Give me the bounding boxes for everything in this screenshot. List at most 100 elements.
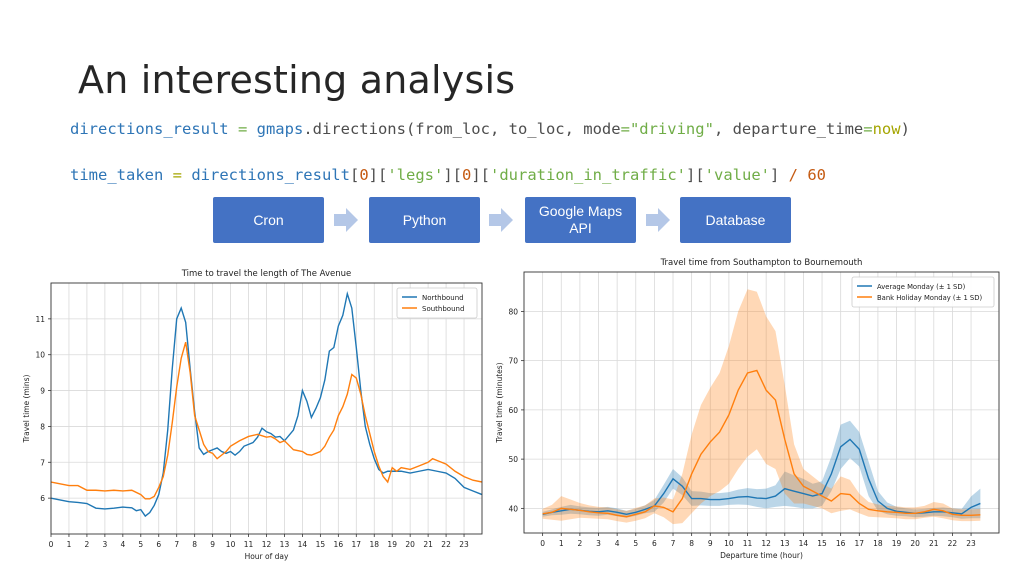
plot-area (51, 290, 482, 518)
y-axis-label: Travel time (mins) (22, 374, 31, 443)
x-tick-label: 3 (102, 540, 107, 549)
x-tick-label: 1 (559, 539, 564, 548)
code-token: directions_result (70, 120, 229, 138)
x-tick-label: 13 (280, 540, 290, 549)
x-tick-label: 16 (334, 540, 344, 549)
chart-legend: Northbound Southbound (396, 287, 478, 319)
chart-title: Travel time from Southampton to Bournemo… (660, 258, 863, 268)
legend-label: Southbound (422, 305, 464, 313)
x-tick-label: 0 (540, 539, 545, 548)
x-tick-label: 19 (387, 540, 397, 549)
arrow-right-icon (334, 208, 358, 232)
x-tick-label: 11 (244, 540, 254, 549)
code-token: ) (900, 120, 910, 138)
x-tick-label: 21 (423, 540, 433, 549)
x-tick-label: 1 (67, 540, 72, 549)
x-tick-label: 17 (352, 540, 362, 549)
x-tick-label: 20 (405, 540, 415, 549)
code-token: = (228, 120, 257, 138)
x-tick-label: 6 (652, 539, 657, 548)
series-line (542, 438, 981, 516)
x-tick-label: 22 (948, 539, 958, 548)
x-tick-label: 4 (615, 539, 620, 548)
legend-label: Northbound (422, 294, 464, 302)
code-line-time-taken: time_taken = directions_result[0]['legs'… (70, 166, 826, 184)
x-tick-label: 19 (892, 539, 902, 548)
series-line (542, 369, 981, 518)
chart-title: Time to travel the length of The Avenue (181, 269, 352, 279)
code-token: gmaps (256, 120, 304, 138)
code-token: = (163, 166, 192, 184)
flow-box-python: Python (369, 197, 480, 243)
sd-band (542, 420, 981, 519)
legend-box (396, 287, 478, 319)
code-token: ][ (443, 166, 462, 184)
x-tick-label: 16 (836, 539, 846, 548)
x-tick-label: 11 (743, 539, 753, 548)
x-tick-label: 8 (689, 539, 694, 548)
x-tick-label: 2 (85, 540, 90, 549)
flow-box-cron: Cron (213, 197, 324, 243)
y-tick-label: 80 (508, 307, 518, 316)
x-tick-label: 2 (577, 539, 582, 548)
y-tick-label: 10 (35, 351, 45, 360)
code-token: , departure_time (713, 120, 864, 138)
sd-band (542, 289, 981, 525)
plot-frame (523, 271, 1000, 534)
code-token: directions_result (191, 166, 350, 184)
plot-frame (50, 282, 483, 535)
x-tick-label: 20 (910, 539, 920, 548)
y-tick-label: 7 (40, 458, 45, 467)
code-line-directions: directions_result = gmaps.directions(fro… (70, 120, 910, 138)
flow-box-database: Database (680, 197, 791, 243)
x-axis-label: Departure time (hour) (720, 551, 803, 560)
x-tick-label: 12 (262, 540, 272, 549)
code-token: = (863, 120, 873, 138)
code-token: 0 (359, 166, 369, 184)
x-tick-label: 7 (671, 539, 676, 548)
code-token: / (779, 166, 808, 184)
x-tick-label: 5 (138, 540, 143, 549)
x-tick-label: 15 (316, 540, 326, 549)
x-tick-label: 21 (929, 539, 939, 548)
x-tick-label: 17 (855, 539, 865, 548)
x-tick-label: 3 (596, 539, 601, 548)
code-token: 'legs' (387, 166, 444, 184)
arrow-right-icon (646, 208, 670, 232)
flow-box-google-maps-api: Google Maps API (525, 197, 636, 243)
code-token: 'duration_in_traffic' (490, 166, 686, 184)
x-tick-label: 10 (226, 540, 236, 549)
code-token: ] (769, 166, 780, 184)
y-tick-label: 40 (508, 504, 518, 513)
x-tick-label: 8 (192, 540, 197, 549)
x-tick-label: 13 (780, 539, 790, 548)
slide-title: An interesting analysis (78, 58, 516, 102)
y-tick-label: 9 (40, 387, 45, 396)
chart-legend: Average Monday (± 1 SD) Bank Holiday Mond… (851, 276, 995, 308)
x-tick-label: 5 (633, 539, 638, 548)
chart-southampton-bournemouth: Travel time from Southampton to Bournemo… (495, 258, 1000, 560)
code-token: 'value' (704, 166, 770, 184)
y-tick-label: 6 (40, 494, 45, 503)
code-token: .directions(from_loc, to_loc, mode (303, 120, 621, 138)
code-token: ][ (471, 166, 491, 184)
legend-box (851, 276, 995, 308)
legend-label: Bank Holiday Monday (± 1 SD) (877, 294, 982, 302)
y-tick-label: 50 (508, 455, 518, 464)
x-tick-label: 23 (966, 539, 976, 548)
x-tick-label: 10 (724, 539, 734, 548)
x-tick-label: 23 (459, 540, 469, 549)
x-tick-label: 6 (156, 540, 161, 549)
x-tick-label: 22 (441, 540, 451, 549)
code-token: = (620, 120, 630, 138)
x-tick-label: 9 (210, 540, 215, 549)
code-token: 60 (807, 166, 826, 184)
code-token: time_taken (70, 166, 164, 184)
x-tick-label: 15 (817, 539, 827, 548)
y-tick-label: 70 (508, 357, 518, 366)
x-tick-label: 9 (708, 539, 713, 548)
x-tick-label: 14 (799, 539, 809, 548)
x-tick-label: 18 (369, 540, 379, 549)
series-line (51, 341, 482, 500)
x-tick-label: 7 (174, 540, 179, 549)
